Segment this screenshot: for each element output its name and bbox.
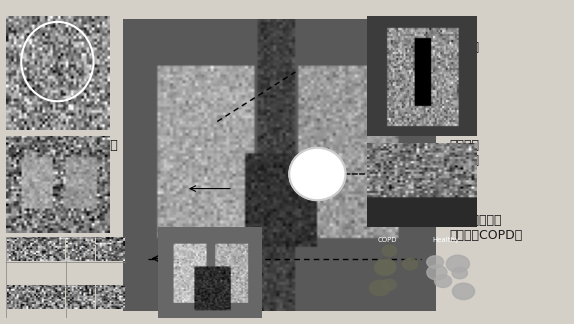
Circle shape bbox=[374, 260, 395, 275]
Text: 心脏扩大: 心脏扩大 bbox=[222, 265, 251, 278]
Circle shape bbox=[452, 267, 467, 279]
Text: 胸壁疼痛/感: 胸壁疼痛/感 bbox=[76, 139, 118, 152]
Circle shape bbox=[370, 280, 390, 295]
Text: 早期慢性阴塞性
扚疾病（COPD）: 早期慢性阴塞性 扚疾病（COPD） bbox=[450, 214, 523, 241]
Circle shape bbox=[382, 279, 396, 290]
Circle shape bbox=[427, 265, 447, 280]
Text: Healthy: Healthy bbox=[432, 237, 459, 243]
Text: 早期可疑
胸腔积液: 早期可疑 胸腔积液 bbox=[450, 139, 480, 167]
Text: Malignant: Malignant bbox=[75, 243, 110, 249]
Circle shape bbox=[427, 256, 444, 268]
Circle shape bbox=[402, 259, 418, 270]
Circle shape bbox=[446, 255, 470, 272]
Circle shape bbox=[375, 259, 396, 274]
Circle shape bbox=[382, 245, 397, 256]
Text: 顶部增厚: 顶部增厚 bbox=[450, 41, 480, 54]
Text: 肺炎: 肺炎 bbox=[76, 41, 91, 54]
Circle shape bbox=[289, 148, 346, 200]
Text: 结节: 结节 bbox=[76, 216, 91, 229]
Text: 染: 染 bbox=[76, 151, 84, 164]
Circle shape bbox=[452, 283, 475, 300]
Text: Benign: Benign bbox=[24, 243, 48, 249]
Circle shape bbox=[435, 275, 452, 287]
Text: COPD: COPD bbox=[377, 237, 397, 243]
